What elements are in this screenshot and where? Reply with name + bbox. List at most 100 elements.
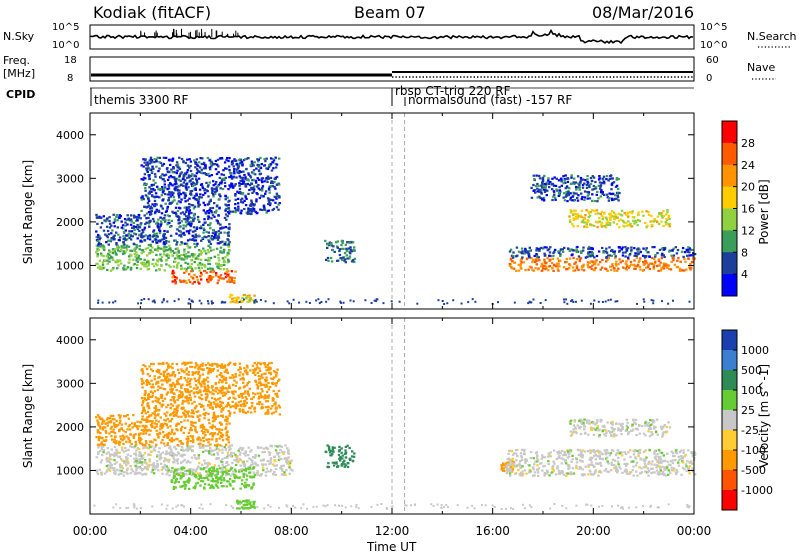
- heatmap-cell: [195, 168, 199, 171]
- heatmap-cell: [626, 212, 629, 215]
- heatmap-cell: [140, 235, 143, 238]
- heatmap-cell: [660, 214, 663, 217]
- heatmap-cell: [160, 468, 163, 471]
- heatmap-cell: [198, 261, 202, 265]
- heatmap-cell: [559, 253, 562, 256]
- heatmap-cell: [254, 179, 257, 182]
- heatmap-cell: [275, 464, 278, 467]
- heatmap-cell: [171, 396, 174, 399]
- heatmap-cell: [283, 450, 286, 454]
- heatmap-cell: [615, 197, 618, 200]
- heatmap-cell: [113, 459, 116, 462]
- heatmap-cell: [220, 173, 223, 176]
- heatmap-cell: [112, 235, 115, 238]
- heatmap-cell: [235, 176, 238, 179]
- heatmap-cell: [630, 263, 633, 266]
- heatmap-cell: [142, 176, 146, 179]
- heatmap-cell: [532, 269, 535, 272]
- heatmap-cell: [134, 433, 137, 436]
- heatmap-region: [140, 361, 282, 416]
- heatmap-cell: [108, 222, 112, 225]
- heatmap-cell: [344, 261, 347, 264]
- heatmap-cell: [241, 197, 244, 200]
- y-tick-label: 4000: [56, 129, 84, 142]
- heatmap-cell: [144, 440, 148, 443]
- heatmap-cell: [263, 394, 267, 397]
- heatmap-cell: [227, 390, 230, 393]
- heatmap-cell: [599, 184, 603, 187]
- heatmap-cell: [217, 198, 220, 201]
- heatmap-cell: [155, 203, 158, 206]
- heatmap-cell: [135, 219, 138, 222]
- heatmap-cell: [155, 165, 158, 168]
- heatmap-cell: [579, 176, 583, 180]
- heatmap-cell: [172, 392, 176, 395]
- heatmap-cell: [219, 470, 222, 473]
- heatmap-cell: [578, 188, 581, 191]
- heatmap-cell: [200, 171, 203, 174]
- heatmap-cell: [184, 173, 188, 176]
- heatmap-cell: [218, 364, 222, 367]
- heatmap-cell: [254, 298, 257, 301]
- heatmap-cell: [257, 160, 260, 163]
- heatmap-cell: [117, 414, 121, 417]
- heatmap-cell: [174, 189, 177, 192]
- heatmap-cell: [201, 362, 204, 365]
- heatmap-cell: [105, 465, 109, 468]
- heatmap-cell: [190, 254, 194, 257]
- heatmap-cell: [231, 162, 234, 165]
- heatmap-cell: [282, 464, 285, 467]
- heatmap-cell: [650, 262, 653, 265]
- heatmap-cell: [239, 446, 242, 449]
- heatmap-cell: [142, 364, 145, 367]
- heatmap-cell: [153, 204, 156, 208]
- heatmap-cell: [661, 252, 664, 255]
- heatmap-cell: [146, 429, 149, 432]
- heatmap-cell: [249, 174, 252, 177]
- heatmap-cell: [264, 190, 268, 193]
- heatmap-cell: [653, 257, 656, 260]
- heatmap-cell: [263, 363, 267, 366]
- heatmap-cell: [186, 447, 189, 450]
- heatmap-cell: [239, 190, 242, 193]
- heatmap-cell: [211, 163, 214, 166]
- heatmap-cell: [200, 385, 203, 388]
- heatmap-cell: [594, 180, 597, 184]
- heatmap-cell: [240, 470, 244, 473]
- heatmap-cell: [642, 247, 645, 250]
- heatmap-cell: [146, 394, 150, 397]
- heatmap-cell: [164, 202, 167, 205]
- heatmap-cell: [264, 160, 267, 163]
- heatmap-cell: [345, 254, 348, 257]
- heatmap-cell: [148, 458, 151, 461]
- heatmap-cell: [191, 173, 194, 176]
- heatmap-cell: [186, 158, 189, 161]
- heatmap-cell: [97, 248, 101, 251]
- heatmap-cell: [195, 158, 199, 161]
- heatmap-cell: [278, 406, 282, 409]
- heatmap-cell: [274, 156, 277, 159]
- heatmap-cell: [345, 247, 348, 250]
- heatmap-cell: [551, 188, 554, 191]
- heatmap-cell: [205, 230, 208, 233]
- heatmap-cell: [630, 246, 633, 249]
- heatmap-cell: [250, 186, 253, 190]
- heatmap-cell: [169, 234, 173, 237]
- heatmap-cell: [113, 422, 116, 425]
- heatmap-cell: [169, 432, 172, 436]
- heatmap-cell: [278, 452, 281, 455]
- heatmap-cell: [523, 252, 526, 255]
- heatmap-cell: [221, 457, 224, 461]
- heatmap-cell: [558, 189, 562, 192]
- heatmap-cell: [158, 447, 161, 450]
- heatmap-cell: [600, 190, 603, 193]
- heatmap-cell: [247, 179, 250, 182]
- heatmap-cell: [122, 241, 125, 244]
- heatmap-region: [324, 239, 357, 264]
- heatmap-cell: [274, 201, 277, 204]
- heatmap-cell: [647, 264, 650, 267]
- heatmap-cell: [180, 198, 183, 201]
- heatmap-cell: [268, 451, 272, 455]
- heatmap-cell: [222, 173, 226, 177]
- heatmap-cell: [207, 275, 211, 278]
